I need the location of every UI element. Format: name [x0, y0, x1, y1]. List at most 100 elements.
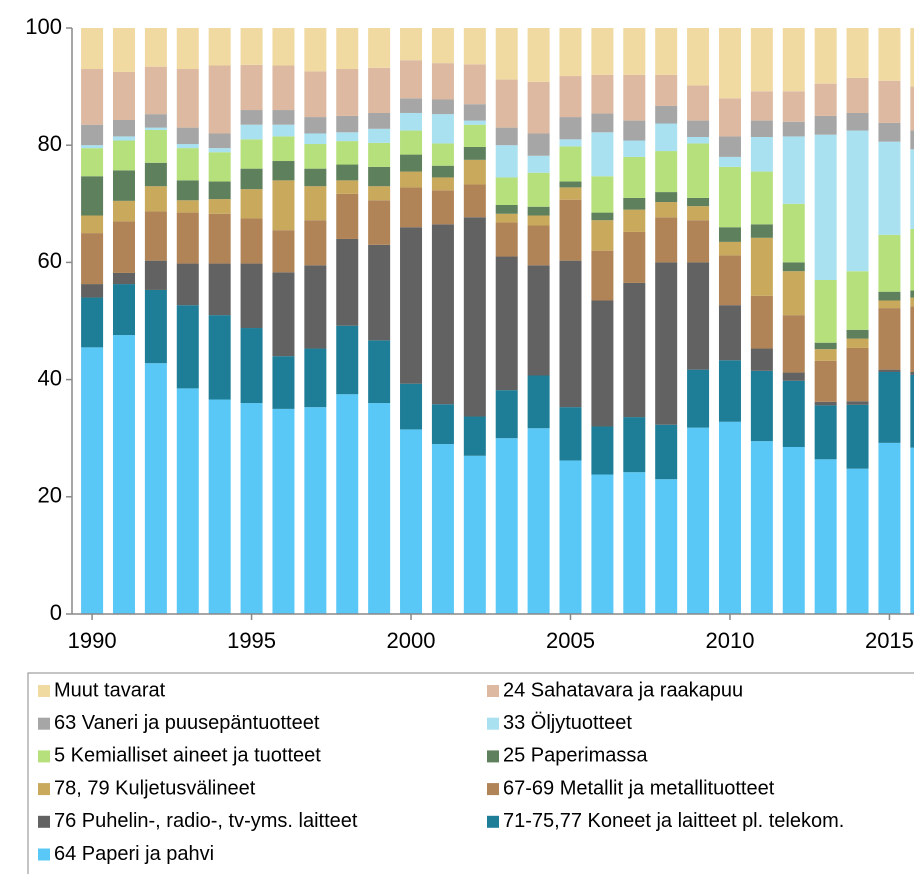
bar-segment: [176, 148, 199, 181]
bar-segment: [718, 156, 741, 167]
bar-segment: [591, 132, 614, 177]
bar-segment: [336, 325, 359, 395]
bar-segment: [81, 28, 104, 70]
bar-segment: [591, 74, 614, 114]
bar-segment: [718, 241, 741, 256]
bar-segment: [495, 145, 518, 178]
bar-segment: [272, 161, 295, 181]
bar-segment: [910, 28, 914, 87]
bar-segment: [687, 143, 710, 198]
bar-segment: [623, 74, 646, 121]
bar-segment: [687, 369, 710, 428]
bar-segment: [208, 65, 231, 134]
bar-segment: [431, 143, 454, 166]
bar-segment: [910, 86, 914, 131]
bar-segment: [336, 132, 359, 142]
bar-segment: [527, 206, 550, 216]
y-tick-label: 60: [38, 248, 62, 273]
bar-segment: [176, 263, 199, 306]
bar-segment: [336, 69, 359, 116]
bar-segment: [431, 28, 454, 64]
bar-segment: [176, 212, 199, 264]
bar-segment: [910, 447, 914, 614]
bar-segment: [718, 360, 741, 422]
bar-segment: [463, 64, 486, 105]
bar-segment: [400, 154, 423, 172]
bar-segment: [208, 133, 231, 149]
bar-segment: [208, 28, 231, 66]
legend-swatch: [487, 815, 499, 828]
bar-segment: [208, 199, 231, 214]
bar-segment: [304, 144, 327, 169]
bar-segment: [750, 348, 773, 371]
bar-segment: [144, 363, 167, 614]
bar-segment: [144, 186, 167, 212]
bar-segment: [910, 306, 914, 372]
bar-segment: [591, 176, 614, 213]
bar-segment: [687, 220, 710, 263]
bar-segment: [718, 255, 741, 306]
bar-segment: [272, 124, 295, 137]
bar-segment: [718, 166, 741, 228]
bar-segment: [208, 152, 231, 182]
legend-label: 76 Puhelin-, radio-, tv-yms. laitteet: [54, 810, 358, 832]
bar-segment: [368, 244, 391, 341]
bar-segment: [591, 474, 614, 614]
bar-segment: [463, 28, 486, 65]
bar-segment: [559, 139, 582, 147]
legend-box: [27, 672, 914, 874]
bar-segment: [718, 227, 741, 242]
legend-swatch: [38, 815, 50, 828]
bar-segment: [81, 215, 104, 234]
bar-segment: [144, 127, 167, 130]
bar-segment: [400, 187, 423, 228]
bar-segment: [846, 77, 869, 113]
bar-segment: [336, 115, 359, 133]
bar-segment: [208, 315, 231, 400]
bar-segment: [336, 394, 359, 614]
bar-segment: [814, 134, 837, 280]
bar-segment: [81, 284, 104, 298]
bar-segment: [623, 472, 646, 614]
bar-segment: [400, 98, 423, 113]
bar-segment: [368, 28, 391, 68]
bar-segment: [527, 225, 550, 266]
bar-segment: [304, 265, 327, 349]
bar-segment: [336, 164, 359, 181]
bar-segment: [431, 404, 454, 445]
bar-segment: [750, 136, 773, 172]
bar-segment: [655, 192, 678, 203]
bar-segment: [495, 204, 518, 214]
legend-swatch: [38, 717, 50, 730]
bar-segment: [144, 28, 167, 67]
bar-segment: [878, 371, 901, 443]
bar-segment: [463, 124, 486, 147]
bar-segment: [336, 193, 359, 239]
bar-segment: [368, 67, 391, 113]
bar-segment: [655, 202, 678, 218]
bar-segment: [240, 139, 263, 169]
bar-segment: [846, 401, 869, 405]
bar-segment: [910, 290, 914, 298]
bar-segment: [112, 272, 135, 285]
bar-segment: [750, 224, 773, 238]
bar-segment: [81, 148, 104, 177]
bar-segment: [687, 197, 710, 207]
bar-segment: [336, 141, 359, 165]
bar-segment: [527, 265, 550, 376]
bar-segment: [400, 28, 423, 61]
bar-segment: [240, 124, 263, 140]
bar-segment: [687, 120, 710, 137]
bar-segment: [495, 28, 518, 80]
bar-segment: [431, 114, 454, 144]
bar-segment: [368, 128, 391, 143]
bar-segment: [750, 237, 773, 296]
bar-segment: [112, 335, 135, 614]
bar-segment: [176, 28, 199, 70]
bar-segment: [814, 279, 837, 343]
legend-swatch: [487, 685, 499, 697]
bar-segment: [623, 28, 646, 75]
bar-segment: [718, 98, 741, 137]
bar-segment: [591, 220, 614, 251]
